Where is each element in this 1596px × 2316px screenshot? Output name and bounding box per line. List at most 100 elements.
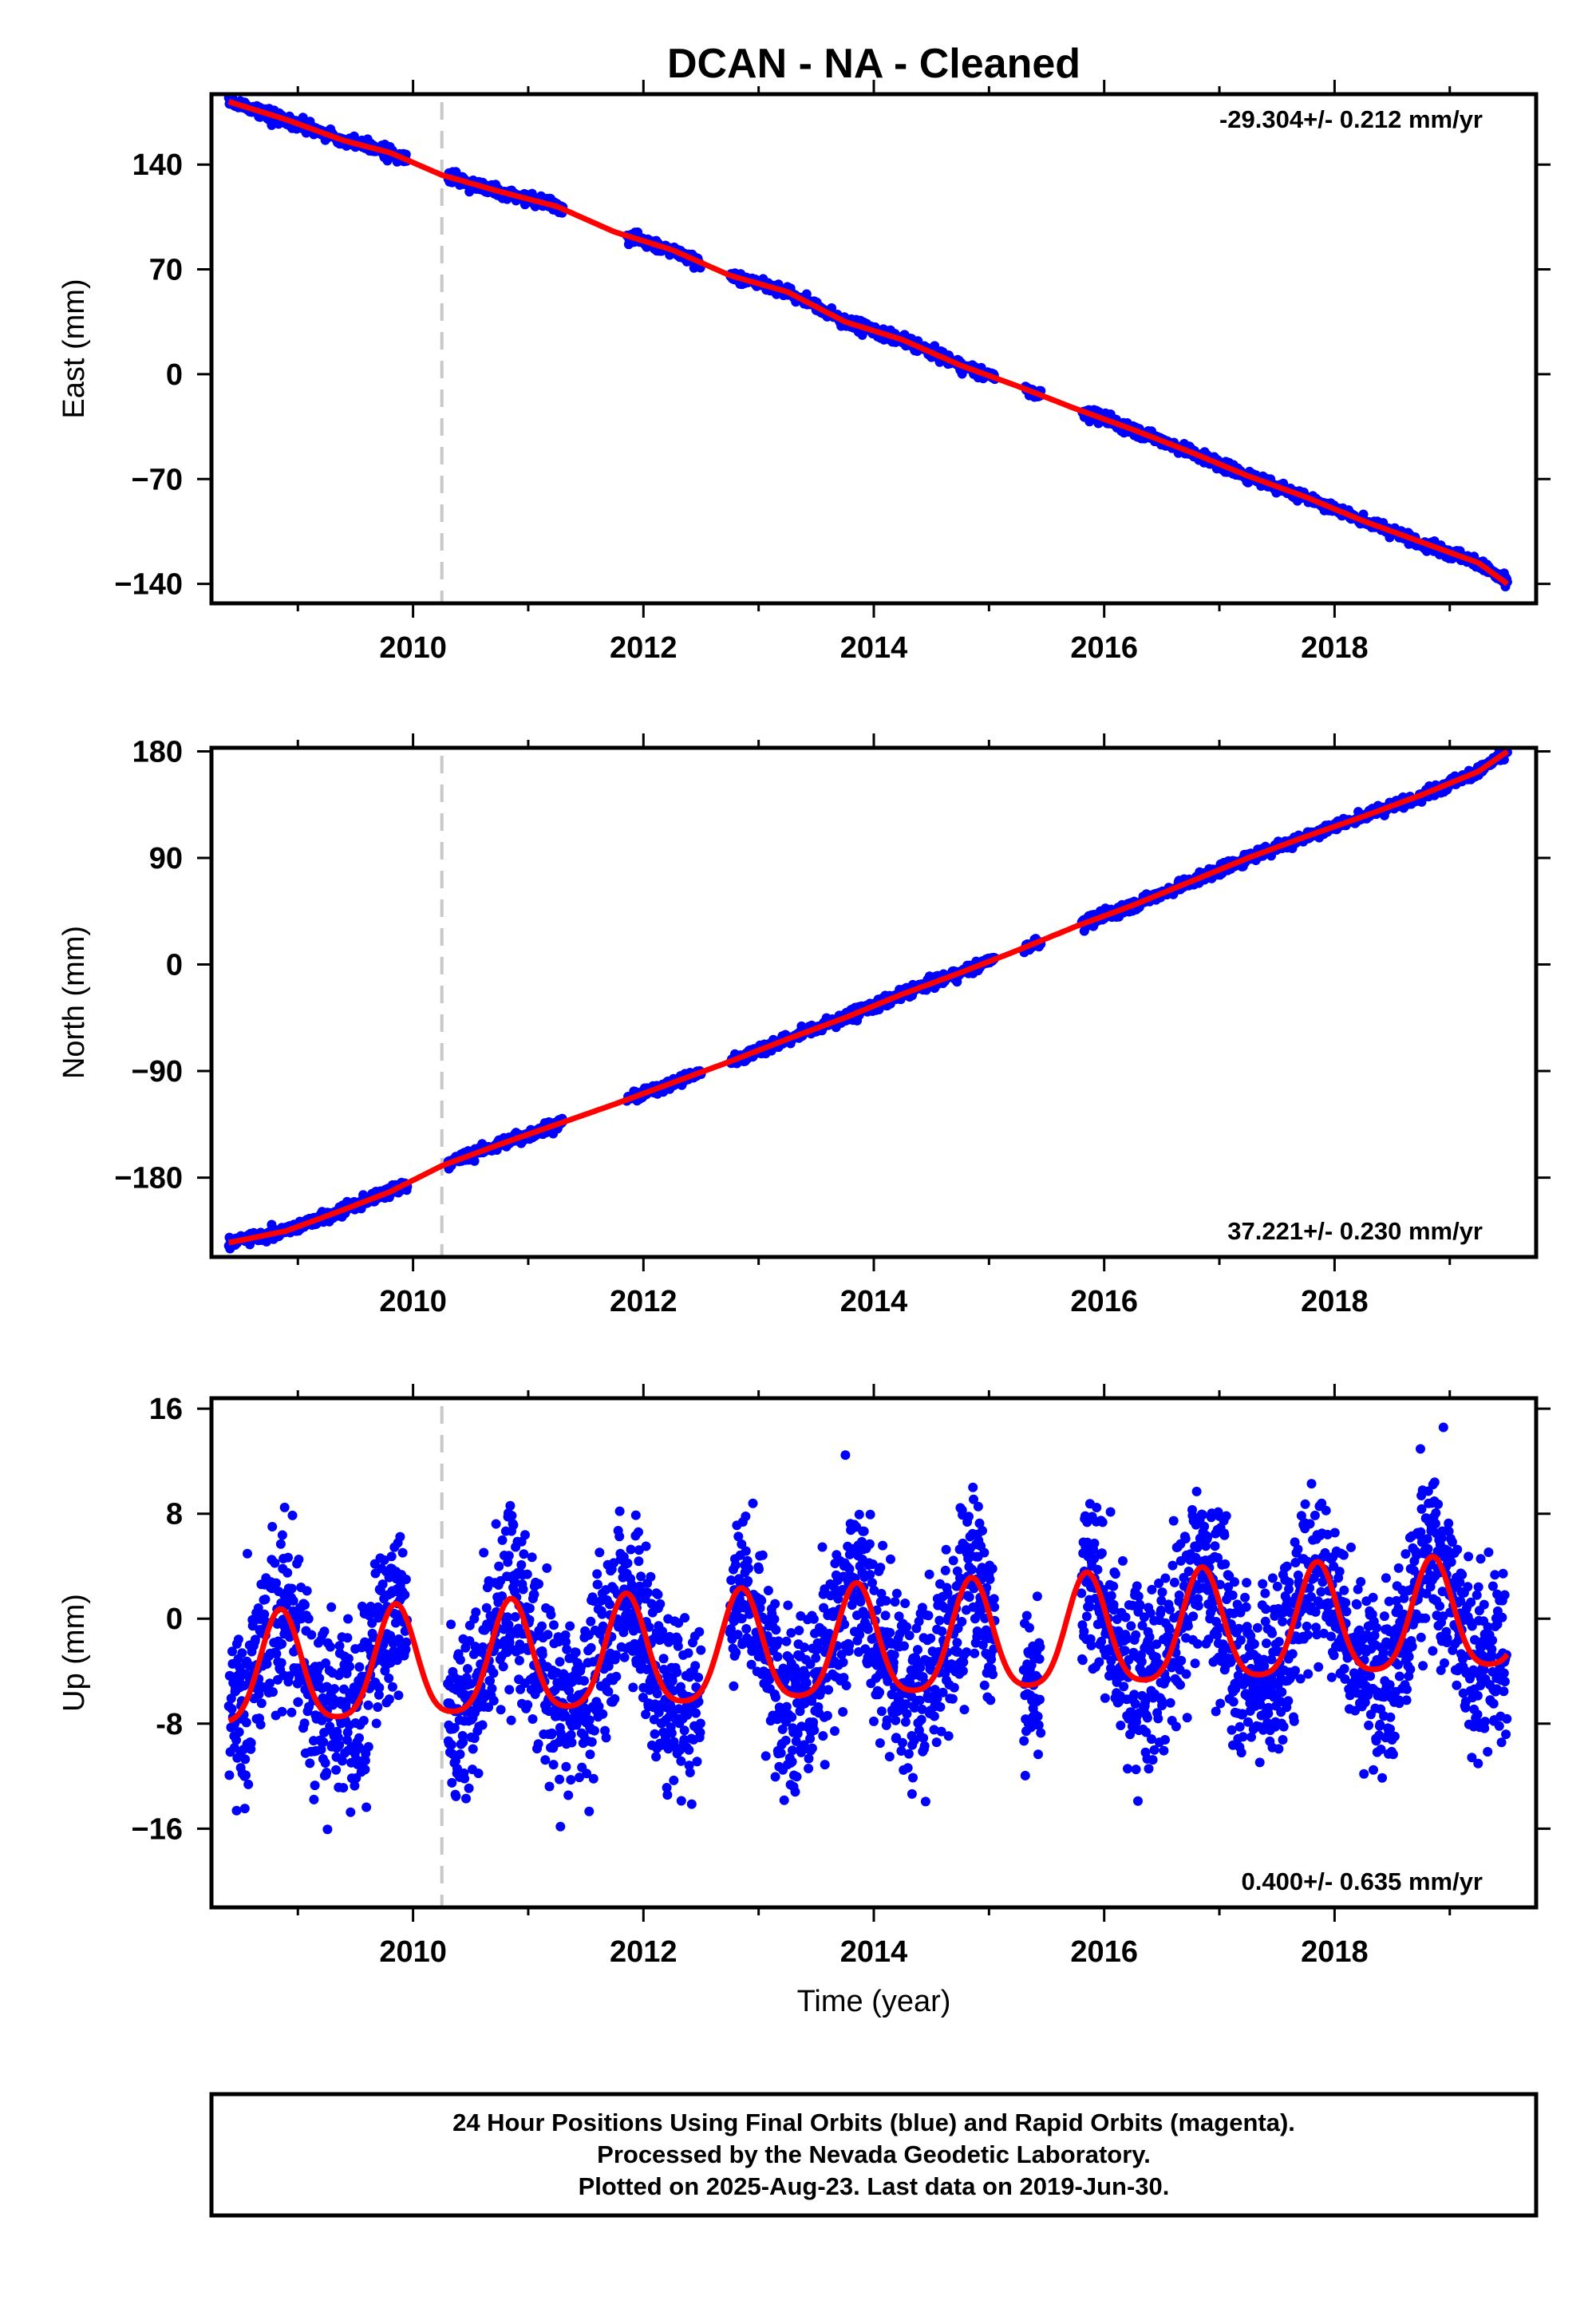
data-point	[923, 1611, 934, 1621]
data-point	[622, 1558, 633, 1568]
data-point	[287, 1510, 298, 1520]
data-point	[393, 1634, 404, 1644]
data-point	[669, 1775, 679, 1785]
data-point	[267, 1522, 278, 1531]
data-point	[787, 1757, 797, 1767]
data-point	[386, 1551, 397, 1562]
data-point	[889, 1650, 899, 1660]
data-point	[286, 1583, 297, 1594]
data-point	[791, 1736, 801, 1746]
data-point	[451, 1791, 461, 1801]
x-tick-label: 2012	[610, 1285, 678, 1318]
data-point	[299, 1718, 310, 1729]
data-point	[314, 1673, 325, 1683]
data-point	[277, 1530, 287, 1540]
data-point	[322, 1824, 333, 1835]
data-point	[662, 1790, 673, 1800]
data-point	[748, 1498, 758, 1508]
y-tick-label: −70	[132, 463, 183, 496]
data-point	[593, 1579, 602, 1590]
data-point	[461, 1793, 471, 1804]
data-point	[969, 1494, 978, 1504]
data-point	[741, 1624, 752, 1634]
data-point	[801, 1678, 812, 1688]
data-point	[959, 1705, 970, 1715]
data-point	[286, 1707, 297, 1717]
data-point	[769, 1614, 780, 1624]
data-point	[561, 1637, 571, 1647]
data-point	[695, 1718, 705, 1729]
data-point	[562, 1644, 572, 1654]
data-point	[898, 1737, 907, 1748]
data-point	[590, 1725, 599, 1736]
data-point	[958, 1666, 968, 1676]
data-point	[469, 1156, 480, 1166]
data-point	[561, 1761, 571, 1772]
y-tick-label: −180	[114, 1162, 183, 1196]
data-point	[326, 1642, 335, 1652]
data-point	[322, 1682, 332, 1692]
data-point	[787, 1712, 797, 1722]
data-point	[320, 1758, 330, 1768]
x-tick-label: 2014	[840, 631, 908, 665]
data-point	[254, 1689, 264, 1699]
data-point	[488, 1668, 499, 1678]
data-point	[401, 1644, 411, 1654]
data-point	[781, 1701, 792, 1712]
data-point	[478, 1642, 488, 1652]
data-point	[330, 1684, 340, 1694]
data-point	[271, 1649, 282, 1659]
data-point	[605, 1599, 614, 1610]
data-point	[634, 1556, 644, 1567]
data-point	[523, 1700, 533, 1710]
data-point	[393, 1690, 404, 1701]
y-tick-label: 140	[132, 148, 183, 182]
data-point	[231, 1735, 242, 1745]
data-point	[519, 1549, 529, 1559]
data-point	[485, 1676, 496, 1686]
data-point	[896, 1746, 907, 1756]
data-point	[550, 1685, 560, 1695]
data-point	[973, 1501, 983, 1512]
data-point	[800, 1642, 809, 1653]
data-point	[589, 1596, 599, 1607]
data-point	[908, 1773, 918, 1783]
data-point	[792, 1729, 803, 1739]
data-point	[790, 1787, 800, 1797]
data-point	[224, 1770, 235, 1780]
data-point	[683, 1648, 693, 1658]
data-point	[974, 1518, 985, 1528]
data-point	[968, 1482, 978, 1492]
data-point	[350, 1780, 360, 1791]
data-point	[882, 1715, 892, 1725]
y-tick-label: 90	[149, 842, 183, 875]
data-point	[345, 1662, 355, 1672]
data-point	[537, 1650, 547, 1660]
data-point	[504, 1551, 514, 1561]
data-point	[839, 1673, 849, 1683]
data-point	[498, 1662, 508, 1672]
data-point	[668, 1686, 678, 1696]
data-point	[601, 1733, 611, 1743]
data-point	[880, 1611, 891, 1621]
data-point	[754, 1564, 764, 1575]
data-point	[546, 1610, 556, 1620]
data-point	[588, 1773, 598, 1784]
data-point	[684, 1761, 694, 1771]
data-point	[650, 1729, 660, 1739]
data-point	[241, 1770, 251, 1780]
data-point	[1020, 1770, 1030, 1780]
data-point	[611, 1671, 622, 1682]
data-point	[779, 1795, 789, 1805]
data-point	[240, 1754, 251, 1765]
data-point	[243, 1548, 252, 1559]
data-point	[949, 1682, 959, 1693]
data-point	[300, 1600, 310, 1610]
data-point	[694, 1626, 705, 1637]
data-point	[484, 1702, 494, 1713]
data-point	[929, 1711, 939, 1721]
data-point	[595, 1547, 605, 1558]
data-point	[231, 1805, 242, 1816]
data-point	[587, 1737, 597, 1747]
